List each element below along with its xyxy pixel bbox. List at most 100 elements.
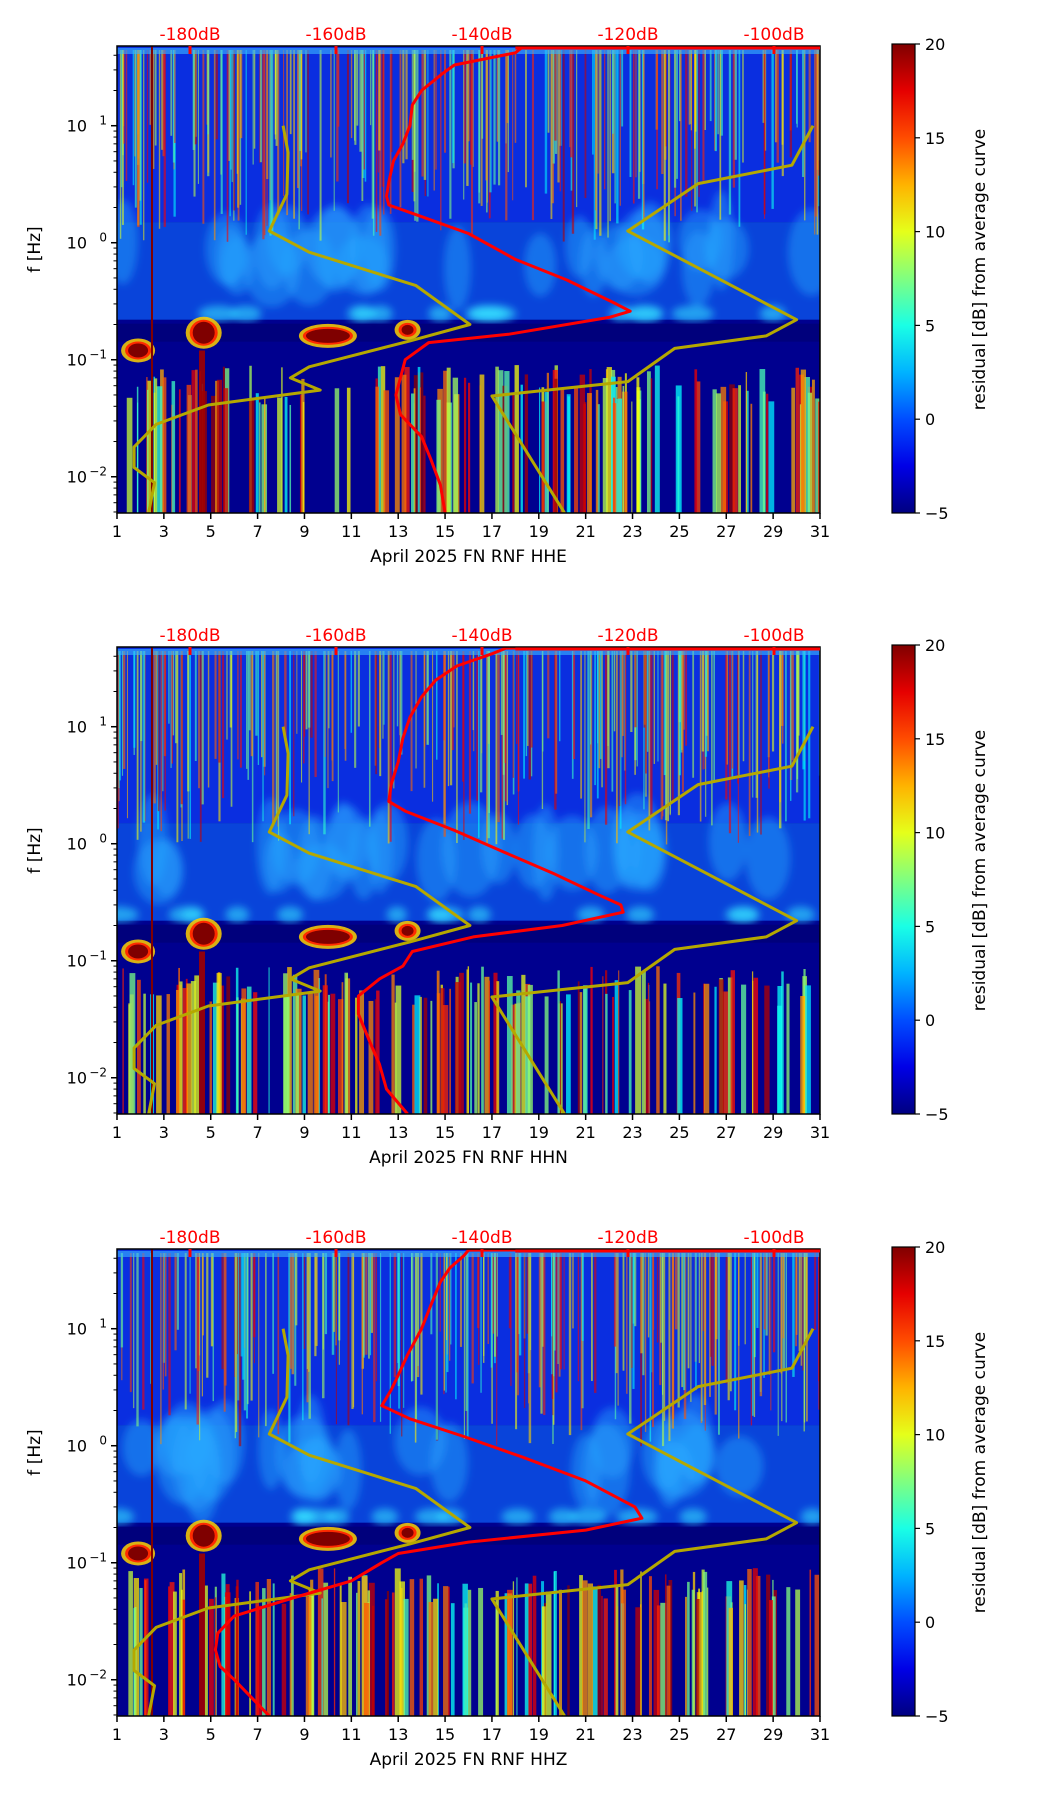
y-tick-exponent: 0	[99, 832, 107, 846]
high-noise-model-curve	[490, 124, 815, 513]
colorbar	[891, 1246, 916, 1717]
db-scale-label: -140dB	[451, 626, 512, 646]
plot-frame	[116, 646, 821, 1115]
x-tick-label: 15	[435, 1123, 455, 1142]
x-tick-label: 21	[575, 522, 595, 541]
db-scale-tick	[188, 647, 192, 655]
y-tick-label: 10	[67, 117, 87, 136]
colorbar-tick-label: 5	[925, 316, 935, 335]
x-tick-label: 3	[159, 1725, 169, 1744]
colorbar-tick-label: 0	[925, 1011, 935, 1030]
colorbar	[891, 43, 916, 514]
x-tick-label: 11	[341, 1725, 361, 1744]
x-tick-label: 23	[622, 522, 642, 541]
colorbar-tick-label: 5	[925, 1519, 935, 1538]
x-axis-label: April 2025 FN RNF HHZ	[370, 1750, 568, 1770]
db-scale-label: -180dB	[159, 626, 220, 646]
db-scale-tick	[334, 1249, 338, 1257]
storm-blob	[121, 939, 156, 964]
storm-blob	[394, 319, 421, 340]
x-tick-label: 25	[669, 1123, 689, 1142]
y-tick-exponent: 1	[99, 114, 107, 128]
x-tick-label: 7	[253, 1725, 263, 1744]
db-scale-tick	[772, 1249, 776, 1257]
y-tick-label: 10	[67, 835, 87, 854]
x-tick-label: 27	[716, 1123, 736, 1142]
plot-frame	[116, 45, 821, 514]
x-tick-label: 19	[529, 1725, 549, 1744]
x-tick-label: 29	[763, 1123, 783, 1142]
x-tick-label: 21	[575, 1725, 595, 1744]
db-scale-label: -140dB	[451, 25, 512, 45]
db-scale-label: -120dB	[597, 1228, 658, 1248]
db-scale-label: -160dB	[305, 25, 366, 45]
storm-blob	[185, 917, 222, 950]
colorbar-tick-label: −5	[925, 504, 949, 523]
db-scale-label: -140dB	[451, 1228, 512, 1248]
x-tick-label: 23	[622, 1123, 642, 1142]
colorbar-tick-label: 20	[925, 1238, 945, 1257]
x-tick-label: 13	[388, 1123, 408, 1142]
storm-blob	[298, 323, 357, 348]
high-noise-model-curve	[490, 1327, 815, 1716]
db-scale-label: -120dB	[597, 626, 658, 646]
x-axis-label: April 2025 FN RNF HHE	[370, 547, 567, 567]
storm-blob	[394, 920, 421, 941]
x-tick-label: 19	[529, 1123, 549, 1142]
spectrogram-panel-hhz: 1 3 5 7 9 11 13 15 17 19 21 23 25 27 29 31 April 2025 FN…	[0, 1203, 1052, 1803]
colorbar-tick-label: 20	[925, 636, 945, 655]
db-scale-tick	[480, 1249, 484, 1257]
y-tick-exponent: −2	[89, 465, 107, 479]
x-tick-label: 5	[206, 1123, 216, 1142]
x-tick-label: 5	[206, 1725, 216, 1744]
y-axis-label: f [Hz]	[25, 827, 45, 873]
x-tick-label: 9	[299, 1725, 309, 1744]
y-tick-label: 10	[67, 1437, 87, 1456]
y-tick-label: 10	[67, 351, 87, 370]
x-tick-label: 29	[763, 522, 783, 541]
y-axis-label: f [Hz]	[25, 226, 45, 272]
x-tick-label: 27	[716, 522, 736, 541]
colorbar-tick-label: 0	[925, 410, 935, 429]
colorbar-tick-label: 0	[925, 1613, 935, 1632]
y-tick-exponent: 0	[99, 1434, 107, 1448]
colorbar-tick-label: −5	[925, 1707, 949, 1726]
x-tick-label: 15	[435, 1725, 455, 1744]
db-scale-tick	[188, 46, 192, 54]
db-scale-tick	[480, 647, 484, 655]
y-tick-label: 10	[67, 1554, 87, 1573]
y-tick-exponent: 1	[99, 715, 107, 729]
y-tick-exponent: −2	[89, 1668, 107, 1682]
x-tick-label: 31	[810, 1725, 830, 1744]
low-noise-model-curve	[132, 726, 472, 1114]
y-tick-label: 10	[67, 718, 87, 737]
db-scale-tick	[772, 46, 776, 54]
spectrogram-panel-hhn: 1 3 5 7 9 11 13 15 17 19 21 23 25 27 29 31 April 2025 FN…	[0, 601, 1052, 1201]
x-tick-label: 1	[112, 1123, 122, 1142]
db-scale-label: -160dB	[305, 1228, 366, 1248]
x-tick-label: 17	[482, 1123, 502, 1142]
x-axis-label: April 2025 FN RNF HHN	[369, 1148, 568, 1168]
db-scale-tick	[626, 46, 630, 54]
x-tick-label: 19	[529, 522, 549, 541]
x-tick-label: 11	[341, 522, 361, 541]
colorbar-tick-label: −5	[925, 1105, 949, 1124]
x-tick-label: 17	[482, 1725, 502, 1744]
storm-blob	[185, 1519, 222, 1552]
x-tick-label: 11	[341, 1123, 361, 1142]
colorbar-tick-label: 20	[925, 35, 945, 54]
y-tick-exponent: −1	[89, 348, 107, 362]
storm-blob	[121, 338, 156, 363]
colorbar-label: residual [dB] from average curve	[970, 730, 990, 1011]
storm-blob	[298, 924, 357, 949]
colorbar-tick-label: 10	[925, 1426, 945, 1445]
colorbar-tick-label: 15	[925, 129, 945, 148]
db-scale-label: -180dB	[159, 25, 220, 45]
db-scale-tick	[334, 46, 338, 54]
y-tick-exponent: 1	[99, 1317, 107, 1331]
colorbar-tick-label: 15	[925, 730, 945, 749]
db-scale-tick	[334, 647, 338, 655]
db-scale-label: -100dB	[743, 1228, 804, 1248]
spectrogram-image	[117, 1249, 820, 1716]
